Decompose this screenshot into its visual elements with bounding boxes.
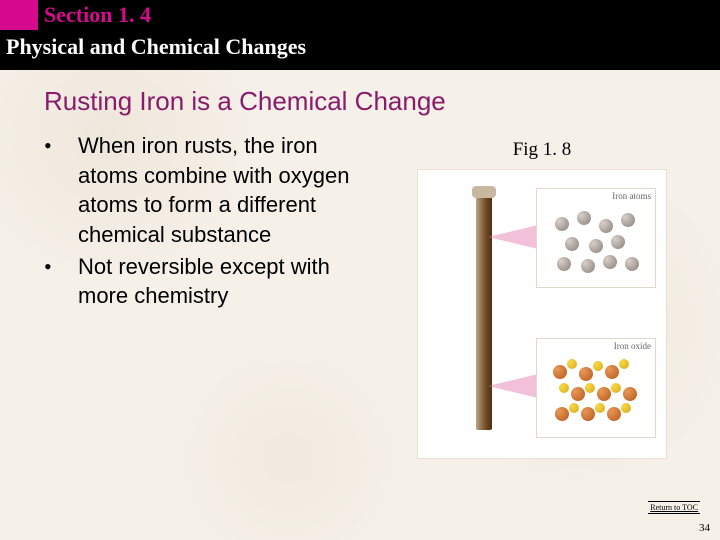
zoom-inset-top: Iron atoms bbox=[536, 188, 656, 288]
inset-caption: Iron atoms bbox=[612, 191, 651, 201]
atom-icon bbox=[555, 217, 569, 231]
atom-icon bbox=[581, 407, 595, 421]
atom-icon bbox=[611, 383, 621, 393]
bullet-mark: • bbox=[44, 252, 78, 311]
atom-icon bbox=[625, 257, 639, 271]
content-area: • When iron rusts, the iron atoms combin… bbox=[0, 131, 720, 459]
bullet-mark: • bbox=[44, 131, 78, 250]
atom-icon bbox=[553, 365, 567, 379]
atom-icon bbox=[585, 383, 595, 393]
inset-caption: Iron oxide bbox=[614, 341, 651, 351]
atom-icon bbox=[621, 403, 631, 413]
atom-icon bbox=[571, 387, 585, 401]
atom-icon bbox=[605, 365, 619, 379]
atom-icon bbox=[611, 235, 625, 249]
atom-icon bbox=[621, 213, 635, 227]
atom-icon bbox=[593, 361, 603, 371]
figure-label: Fig 1. 8 bbox=[513, 139, 572, 161]
atom-icon bbox=[565, 237, 579, 251]
chapter-subtitle: Physical and Chemical Changes bbox=[0, 30, 720, 60]
slide-title: Rusting Iron is a Chemical Change bbox=[0, 70, 720, 131]
bullet-list: • When iron rusts, the iron atoms combin… bbox=[44, 131, 364, 459]
bullet-text: Not reversible except with more chemistr… bbox=[78, 252, 364, 311]
bullet-text: When iron rusts, the iron atoms combine … bbox=[78, 131, 364, 250]
accent-box bbox=[0, 0, 38, 30]
atom-icon bbox=[559, 383, 569, 393]
figure-area: Fig 1. 8 Iron atoms Iron oxide bbox=[364, 131, 690, 459]
atom-icon bbox=[607, 407, 621, 421]
zoom-inset-bottom: Iron oxide bbox=[536, 338, 656, 438]
atom-icon bbox=[623, 387, 637, 401]
atom-icon bbox=[567, 359, 577, 369]
atom-icon bbox=[603, 255, 617, 269]
list-item: • Not reversible except with more chemis… bbox=[44, 252, 364, 311]
atom-icon bbox=[577, 211, 591, 225]
atom-icon bbox=[589, 239, 603, 253]
atom-icon bbox=[595, 403, 605, 413]
return-toc-link[interactable]: Return to TOC bbox=[648, 501, 700, 514]
atom-icon bbox=[569, 403, 579, 413]
atom-icon bbox=[581, 259, 595, 273]
atom-icon bbox=[557, 257, 571, 271]
atom-icon bbox=[555, 407, 569, 421]
page-number: 34 bbox=[699, 522, 710, 534]
atom-icon bbox=[619, 359, 629, 369]
zoom-beam-icon bbox=[488, 374, 538, 398]
atom-icon bbox=[597, 387, 611, 401]
list-item: • When iron rusts, the iron atoms combin… bbox=[44, 131, 364, 250]
zoom-beam-icon bbox=[488, 225, 538, 249]
header-bar: Section 1. 4 Physical and Chemical Chang… bbox=[0, 0, 720, 70]
figure-box: Iron atoms Iron oxide bbox=[417, 169, 667, 459]
section-label: Section 1. 4 bbox=[44, 2, 151, 28]
atom-icon bbox=[599, 219, 613, 233]
section-block: Section 1. 4 bbox=[0, 0, 720, 30]
atom-icon bbox=[579, 367, 593, 381]
